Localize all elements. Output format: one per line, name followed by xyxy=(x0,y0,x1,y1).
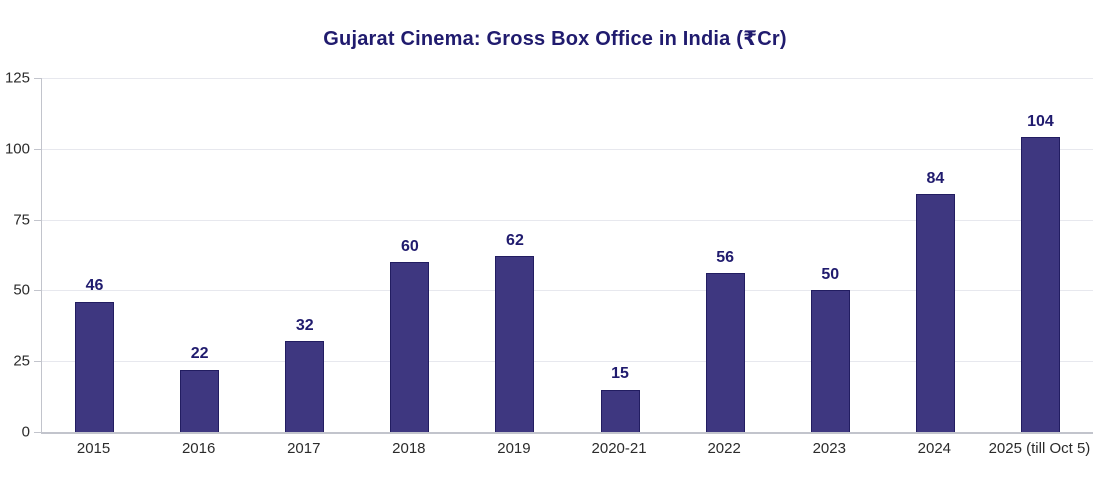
y-tick-label: 125 xyxy=(4,69,30,87)
bar-2017 xyxy=(285,341,325,432)
bar-2024 xyxy=(915,194,955,432)
x-tick-label: 2015 xyxy=(76,440,111,457)
bar-value-label: 60 xyxy=(400,237,419,255)
bar-value-label: 56 xyxy=(716,248,735,266)
x-tick-label: 2019 xyxy=(497,440,531,457)
gridline xyxy=(42,219,1093,221)
bar-value-label: 62 xyxy=(506,231,524,249)
x-tick-label: 2025 (till Oct 5) xyxy=(988,440,1091,457)
bar-value-label: 46 xyxy=(85,277,104,295)
y-tick-label: 25 xyxy=(13,352,30,370)
bar-value-label: 50 xyxy=(821,265,840,283)
bar-2022 xyxy=(705,273,745,432)
bar-2020-21 xyxy=(600,389,640,432)
x-tick-label: 2023 xyxy=(812,440,846,457)
x-tick-label: 2022 xyxy=(707,440,741,457)
y-tick-mark xyxy=(34,432,42,433)
bar-value-label: 15 xyxy=(611,364,629,382)
y-tick-mark xyxy=(34,78,42,79)
y-tick-mark xyxy=(34,361,42,363)
y-tick-mark xyxy=(34,290,42,292)
x-axis-labels: 2015 2016 2017 2018 2019 2020-21 2022 2023 2024 2… xyxy=(41,440,1092,462)
bar-2016 xyxy=(180,369,220,432)
bar-2015 xyxy=(75,301,115,432)
gridline xyxy=(42,361,1093,363)
x-tick-label: 2016 xyxy=(181,440,216,457)
bar-2019 xyxy=(495,256,535,432)
bar-2023 xyxy=(810,290,850,432)
chart-title: Gujarat Cinema: Gross Box Office in Indi… xyxy=(323,28,787,50)
y-tick-label: 100 xyxy=(4,140,30,158)
y-tick-mark xyxy=(34,219,42,221)
bar-value-label: 32 xyxy=(295,316,314,334)
gridline xyxy=(42,148,1093,150)
y-tick-label: 75 xyxy=(13,211,30,229)
plot-area: 46 22 32 60 62 15 56 50 84 104 xyxy=(34,78,1093,434)
gridline xyxy=(42,290,1093,292)
bar-value-label: 22 xyxy=(190,345,209,363)
bar-2018 xyxy=(390,262,430,432)
bar-2025-till-oct-5 xyxy=(1020,137,1060,432)
x-tick-label: 2018 xyxy=(392,440,426,457)
x-tick-label: 2017 xyxy=(287,440,321,457)
bar-value-label: 84 xyxy=(926,169,945,187)
y-tick-mark xyxy=(34,148,42,150)
y-tick-label: 0 xyxy=(21,423,30,441)
x-tick-label: 2020-21 xyxy=(591,440,647,457)
x-tick-label: 2024 xyxy=(917,440,952,457)
y-axis-labels: 0 25 50 75 100 125 xyxy=(0,71,30,440)
gridline xyxy=(42,78,1093,79)
bar-value-label: 104 xyxy=(1027,112,1054,130)
y-tick-label: 50 xyxy=(13,281,30,299)
